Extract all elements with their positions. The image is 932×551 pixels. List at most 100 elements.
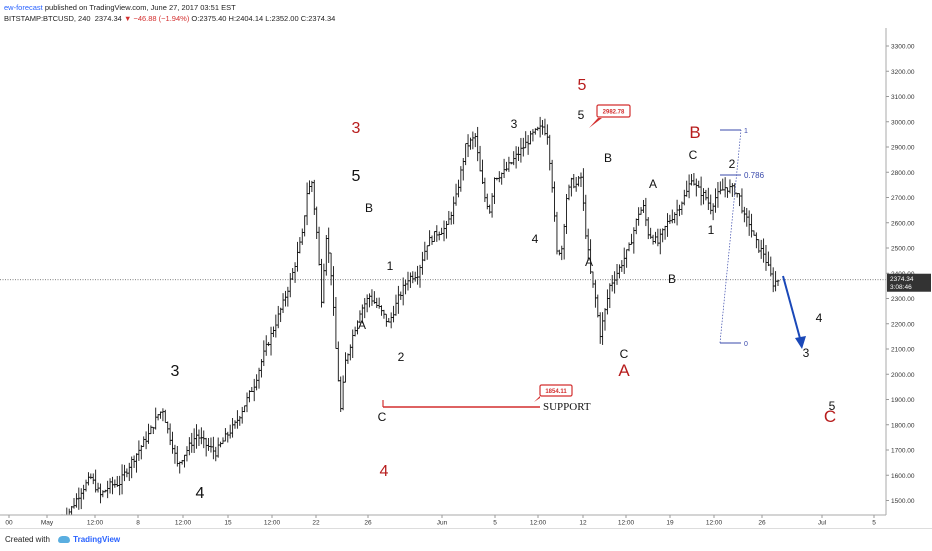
price-tick-label: 3000.00 bbox=[891, 119, 915, 126]
wave-label: 2 bbox=[398, 350, 405, 364]
wave-label: 3 bbox=[171, 363, 180, 380]
time-tick-label: 26 bbox=[758, 520, 766, 527]
publish-text: published on TradingView.com, June 27, 2… bbox=[42, 3, 236, 12]
time-axis[interactable]: 00 May 12:00 8 12:00 15 12:00 22 26 Jun 5 12:00 12 12… bbox=[0, 514, 886, 527]
fib-label-0: 0 bbox=[744, 341, 748, 348]
price-tick-label: 1900.00 bbox=[891, 397, 915, 404]
candlestick-series bbox=[60, 116, 780, 527]
time-tick-label: Jul bbox=[818, 520, 827, 527]
wave-label: 4 bbox=[196, 485, 205, 502]
price-tick-label: 2600.00 bbox=[891, 220, 915, 227]
current-price-label: 2374.34 bbox=[890, 276, 914, 283]
fib-trend-line bbox=[719, 129, 742, 344]
wave-label: C bbox=[620, 347, 629, 361]
wave-label: 5 bbox=[578, 77, 587, 94]
price-tick-label: 3100.00 bbox=[891, 94, 915, 101]
low-callout-box bbox=[539, 384, 573, 397]
time-tick-label: May bbox=[41, 520, 54, 527]
created-with-text: Created with bbox=[5, 535, 50, 544]
time-tick-label: 12:00 bbox=[264, 520, 281, 527]
time-tick-label: 00 bbox=[5, 520, 13, 527]
author-link[interactable]: ew-forecast bbox=[4, 3, 43, 12]
wave-label: 4 bbox=[380, 463, 389, 480]
price-tick-label: 1800.00 bbox=[891, 422, 915, 429]
price-axis[interactable]: 1500.00 1600.00 1700.00 1800.00 1900.00 2000.… bbox=[885, 28, 931, 515]
wave-label: A bbox=[649, 177, 657, 191]
last-price: 2374.34 bbox=[94, 14, 122, 23]
wave-label: 4 bbox=[816, 311, 823, 325]
publish-info: ew-forecast published on TradingView.com… bbox=[4, 3, 236, 12]
ohlc-close: C:2374.34 bbox=[300, 14, 336, 23]
wave-label: 3 bbox=[511, 117, 518, 131]
price-tick-label: 2000.00 bbox=[891, 372, 915, 379]
time-tick-label: 22 bbox=[312, 520, 320, 527]
wave-label: 3 bbox=[803, 346, 810, 360]
low-price-callout: 1854.11 bbox=[545, 389, 567, 395]
price-change: ▼ −46.88 (−1.94%) bbox=[123, 14, 190, 23]
price-tick-label: 3300.00 bbox=[891, 44, 915, 51]
symbol-name[interactable]: BITSTAMP:BTCUSD, 240 bbox=[4, 14, 91, 23]
wave-label: 2 bbox=[729, 157, 736, 171]
price-tick-label: 2500.00 bbox=[891, 246, 915, 253]
time-axis-bg bbox=[0, 515, 886, 527]
wave-label: B bbox=[604, 151, 612, 165]
wave-label: A bbox=[618, 361, 630, 380]
chart-header: ew-forecast published on TradingView.com… bbox=[0, 0, 932, 26]
fib-label-1: 1 bbox=[744, 128, 748, 135]
time-tick-label: 8 bbox=[136, 520, 140, 527]
time-tick-label: 12:00 bbox=[618, 520, 635, 527]
ohlc-low: L:2352.00 bbox=[265, 14, 299, 23]
wave-label: A bbox=[358, 318, 366, 332]
time-tick-label: 12:00 bbox=[706, 520, 723, 527]
price-tick-label: 1700.00 bbox=[891, 448, 915, 455]
wave-label: A bbox=[585, 255, 593, 269]
price-tick-label: 2900.00 bbox=[891, 145, 915, 152]
wave-label: C bbox=[689, 148, 698, 162]
wave-label: 4 bbox=[532, 232, 539, 246]
tradingview-logo-icon bbox=[58, 536, 71, 544]
time-tick-label: 19 bbox=[666, 520, 674, 527]
wave-label: C bbox=[378, 410, 387, 424]
price-tick-label: 2700.00 bbox=[891, 195, 915, 202]
price-tick-label: 2300.00 bbox=[891, 296, 915, 303]
time-tick-label: 5 bbox=[872, 520, 876, 527]
time-tick-label: Jun bbox=[437, 520, 448, 527]
high-callout-box bbox=[596, 104, 631, 118]
ohlc-open: O:2375.40 bbox=[191, 14, 227, 23]
wave-label: B bbox=[689, 123, 700, 142]
price-tick-label: 2800.00 bbox=[891, 170, 915, 177]
price-tick-label: 1500.00 bbox=[891, 498, 915, 505]
projection-arrow-line bbox=[782, 275, 802, 343]
fib-label-0786: 0.786 bbox=[744, 171, 765, 180]
high-callout-pointer bbox=[589, 118, 602, 128]
time-tick-label: 12:00 bbox=[87, 520, 104, 527]
wave-label: 1 bbox=[387, 259, 394, 273]
chart-footer: Created with TradingView bbox=[0, 528, 932, 551]
price-tick-label: 3200.00 bbox=[891, 69, 915, 76]
price-tick-label: 1600.00 bbox=[891, 473, 915, 480]
wave-label: 5 bbox=[578, 108, 585, 122]
low-callout-pointer bbox=[534, 396, 540, 402]
chart-overlays: 1854.11 SUPPORT 2982.78 1 0.786 0 bbox=[382, 104, 806, 413]
wave-label: B bbox=[668, 272, 676, 286]
price-tick-label: 2200.00 bbox=[891, 321, 915, 328]
current-price-box bbox=[887, 273, 931, 292]
time-tick-label: 26 bbox=[364, 520, 372, 527]
countdown-label: 3:08:46 bbox=[890, 284, 912, 291]
high-price-callout: 2982.78 bbox=[603, 110, 625, 116]
time-tick-label: 12 bbox=[579, 520, 587, 527]
wave-label: 1 bbox=[708, 223, 715, 237]
symbol-info: BITSTAMP:BTCUSD, 240 2374.34 ▼ −46.88 (−… bbox=[4, 14, 335, 23]
tradingview-brand[interactable]: TradingView bbox=[73, 535, 121, 544]
projection-arrow-head bbox=[795, 336, 806, 349]
support-label: SUPPORT bbox=[543, 401, 591, 413]
ohlc-high: H:2404.14 bbox=[228, 14, 264, 23]
wave-label: 5 bbox=[352, 168, 361, 185]
wave-label: B bbox=[365, 201, 373, 215]
time-tick-label: 12:00 bbox=[175, 520, 192, 527]
wave-label: 3 bbox=[352, 120, 361, 137]
time-tick-label: 12:00 bbox=[530, 520, 547, 527]
time-tick-label: 5 bbox=[493, 520, 497, 527]
